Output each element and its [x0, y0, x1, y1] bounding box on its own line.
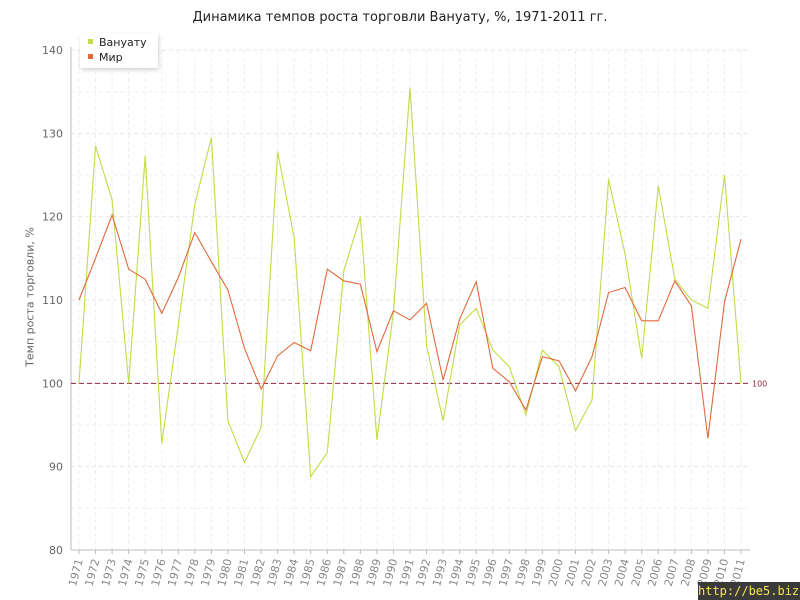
reference-line-group: 100 — [71, 379, 767, 388]
legend-item-world[interactable]: Мир — [88, 51, 123, 65]
y-tick-label: 120 — [42, 211, 63, 224]
y-tick-label: 90 — [49, 461, 63, 474]
legend-label-world: Мир — [99, 51, 123, 64]
legend-swatch-world — [88, 54, 93, 59]
y-tick-label: 80 — [49, 544, 63, 557]
legend-swatch-vanuatu — [88, 39, 93, 44]
series-line-vanuatu — [78, 87, 742, 479]
axes — [70, 47, 750, 554]
legend-item-vanuatu[interactable]: Вануату — [88, 36, 147, 50]
chart-title: Динамика темпов роста торговли Вануату, … — [192, 10, 608, 25]
grid — [71, 49, 750, 550]
y-axis-title: Темп роста торговли, % — [23, 227, 37, 367]
legend: Вануату Мир — [80, 33, 158, 68]
series-lines — [78, 87, 742, 479]
watermark-link[interactable]: http://be5.biz/ — [698, 582, 800, 600]
reference-line-label: 100 — [752, 379, 767, 388]
series-line-world — [78, 213, 742, 439]
y-tick-label: 110 — [42, 294, 63, 307]
y-tick-label: 140 — [42, 44, 63, 57]
y-tick-label: 100 — [42, 377, 63, 390]
y-tick-label: 130 — [42, 127, 63, 140]
legend-label-vanuatu: Вануату — [99, 36, 147, 49]
